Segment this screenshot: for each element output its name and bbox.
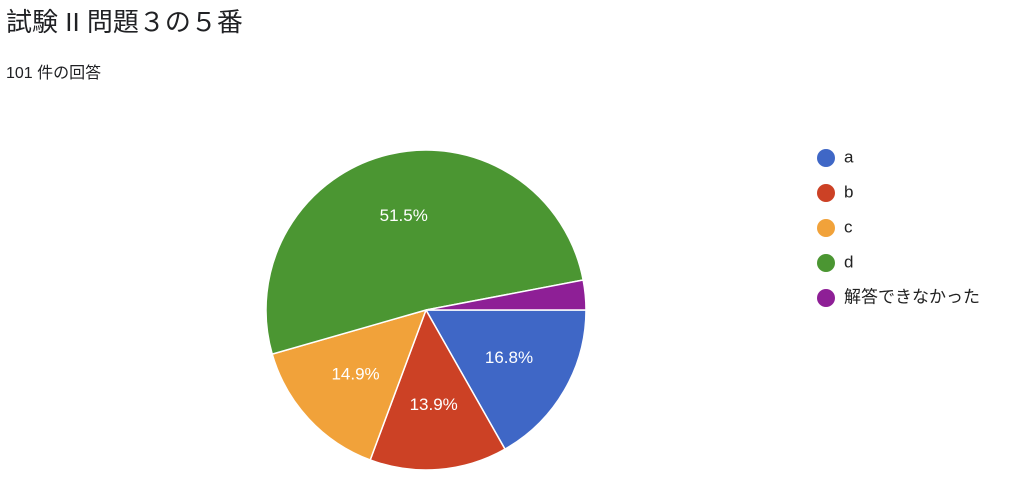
- legend-marker: [817, 219, 835, 237]
- legend-marker: [817, 149, 835, 167]
- legend-marker: [817, 184, 835, 202]
- slice-label: 51.5%: [380, 206, 428, 225]
- legend-label: c: [844, 217, 853, 236]
- legend-label: d: [844, 252, 853, 271]
- legend-marker: [817, 289, 835, 307]
- legend-label: 解答できなかった: [844, 287, 980, 306]
- pie-slice: [424, 309, 587, 451]
- pie-slice: [425, 279, 587, 311]
- pie-slice: [271, 308, 428, 461]
- legend-marker: [817, 254, 835, 272]
- chart-subtitle: 101 件の回答: [6, 64, 101, 82]
- slice-label: 13.9%: [410, 395, 458, 414]
- slice-label: 14.9%: [331, 365, 379, 384]
- chart-title: 試験 II 問題３の５番: [6, 7, 243, 37]
- pie-slice: [369, 308, 507, 471]
- legend-label: b: [844, 182, 853, 201]
- pie-slice: [265, 149, 585, 356]
- legend-label: a: [844, 147, 854, 166]
- slice-label: 16.8%: [485, 348, 533, 367]
